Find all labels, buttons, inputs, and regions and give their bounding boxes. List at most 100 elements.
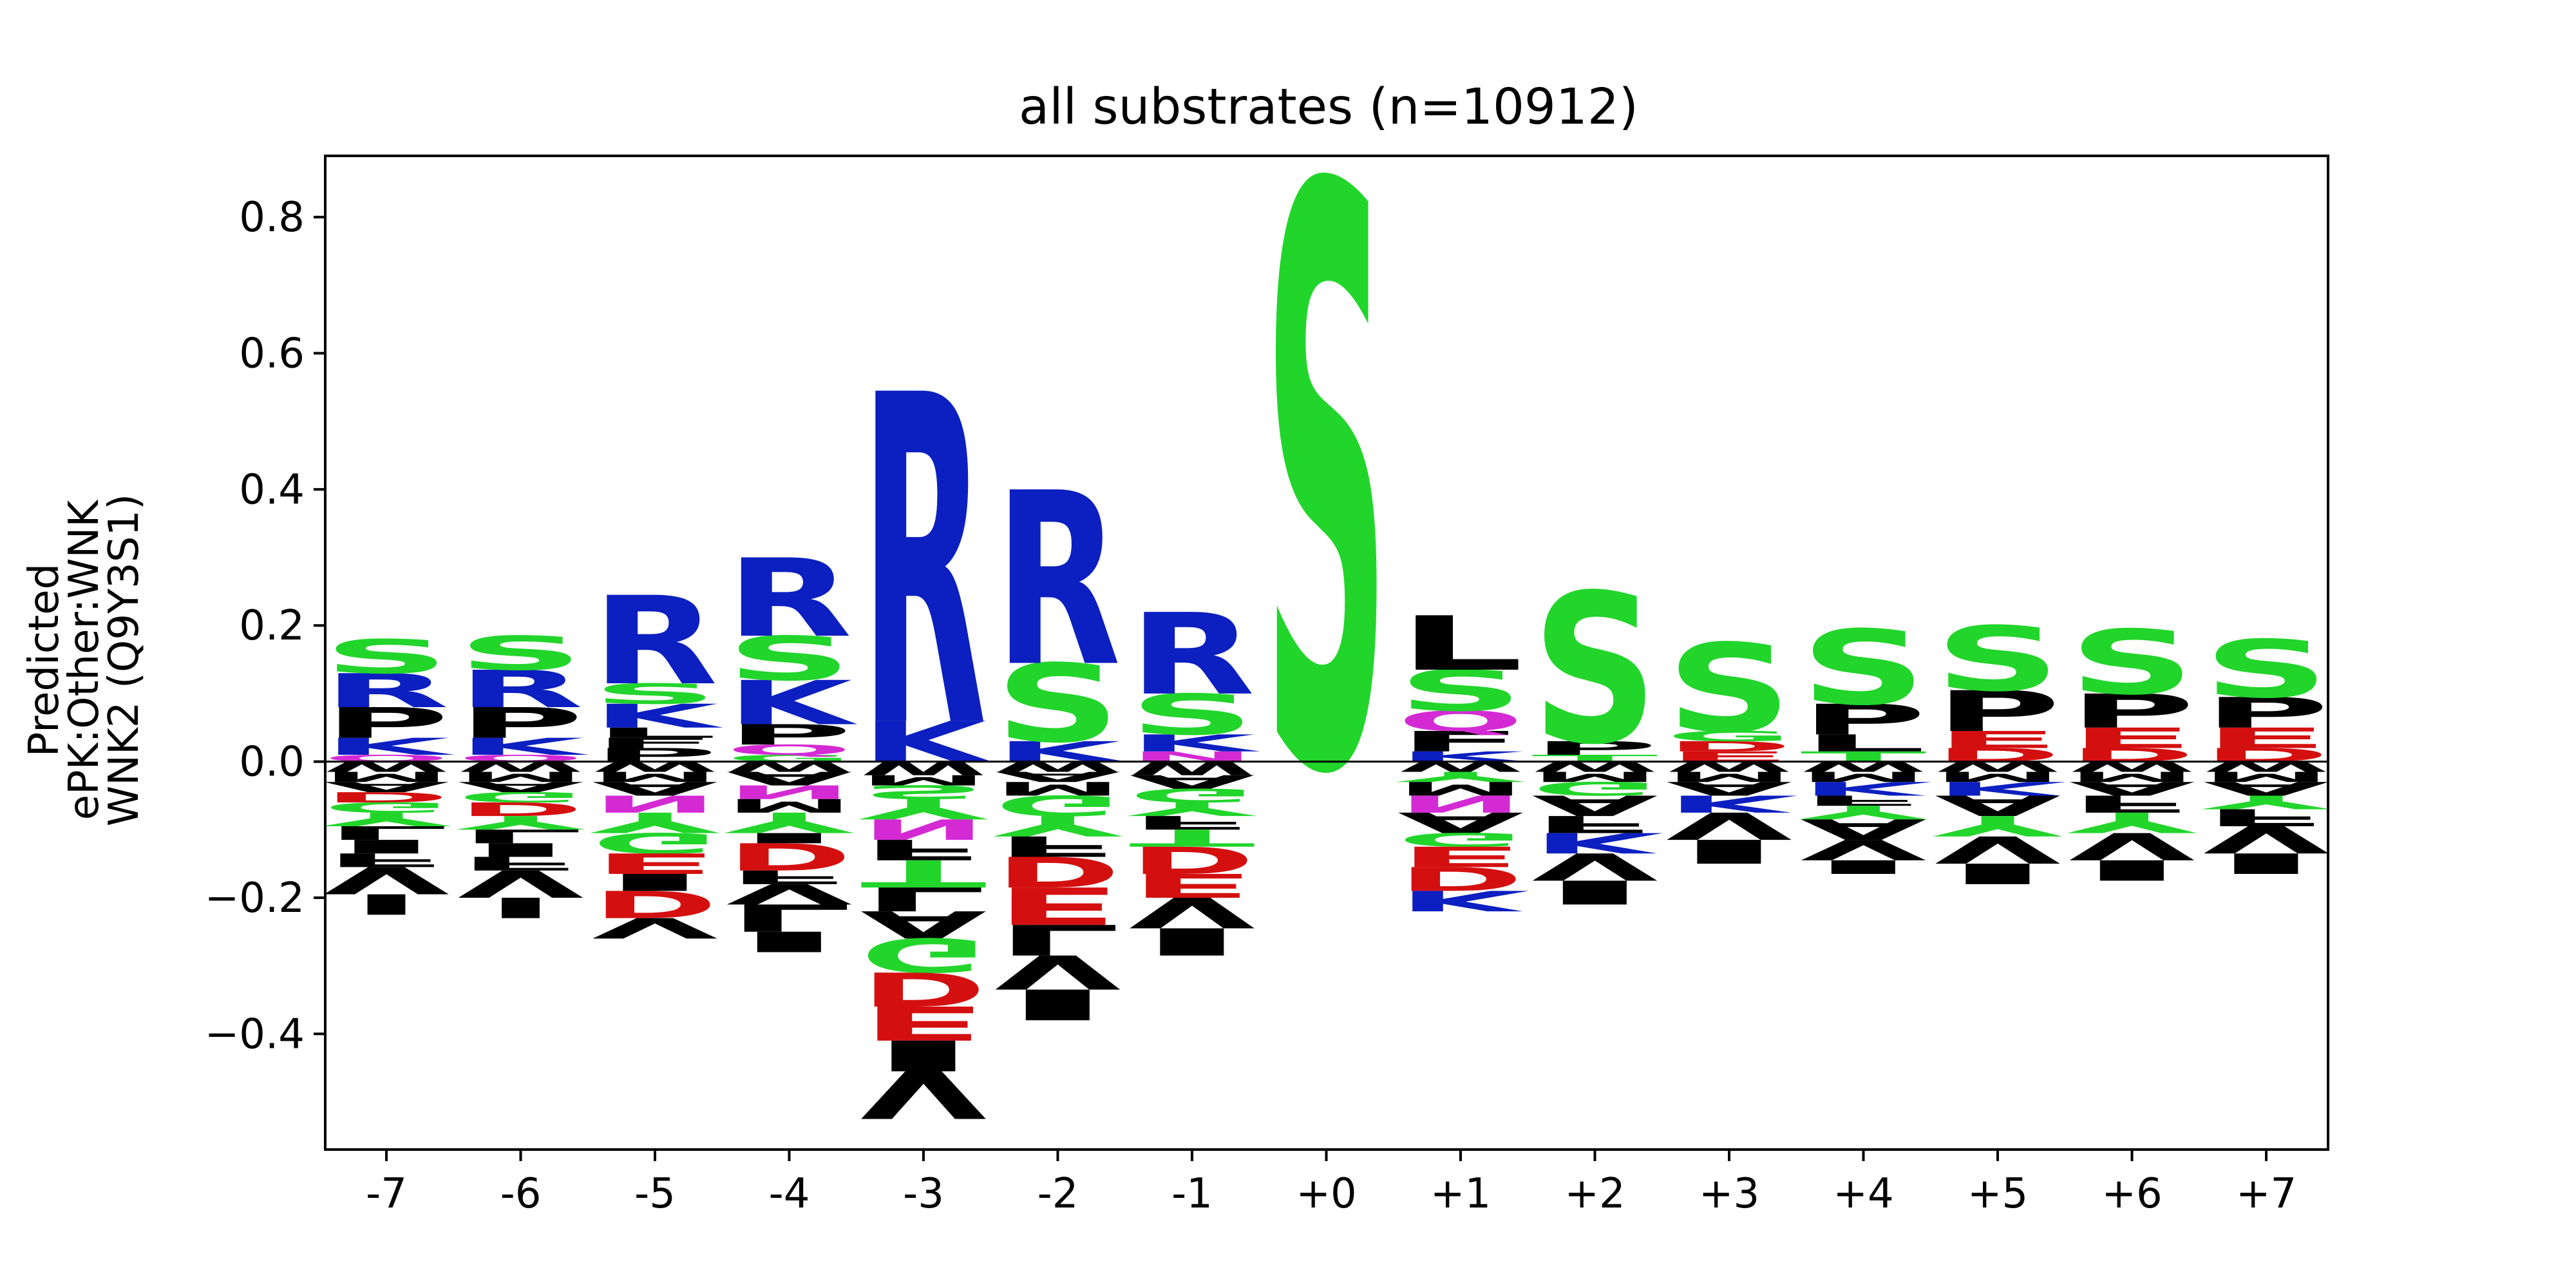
logo-letter-s: S [1129,683,1255,748]
svg-text:M: M [995,777,1121,799]
svg-text:R: R [458,659,584,719]
logo-letter-s: S [1264,26,1390,949]
svg-text:E: E [2203,722,2329,754]
svg-text:F: F [995,829,1121,862]
svg-text:F: F [2203,804,2329,831]
svg-text:I: I [592,868,718,895]
svg-text:Y: Y [590,806,720,839]
logo-letter-f: F [1129,811,1255,833]
y-tick-label: 0.2 [239,602,305,650]
logo-letter-v: V [2069,824,2195,867]
svg-text:P: P [2069,685,2195,739]
svg-text:M: M [2069,768,2195,784]
logo-letter-y: Y [1933,810,2063,842]
logo-letter-p: P [458,699,584,748]
logo-letter-k: K [1801,777,1932,799]
svg-text:R: R [1129,590,1255,720]
y-tick-label: 0.4 [239,466,305,514]
svg-text:A: A [592,777,718,799]
logo-letter-f: F [323,849,450,871]
svg-text:F: F [1532,810,1658,837]
svg-text:Y: Y [2201,791,2331,813]
logo-letter-s: S [1666,619,1792,760]
logo-letter-f: F [995,829,1121,862]
svg-text:I: I [860,1030,987,1079]
logo-letter-a: A [1935,789,2061,822]
y-tick-label: 0.0 [239,739,305,786]
logo-letter-v: V [1935,828,2061,871]
logo-letter-l: L [1397,600,1524,687]
logo-letter-a: A [1666,777,1792,799]
svg-text:F: F [458,853,584,875]
logo-letter-r: R [458,659,584,719]
svg-text:F: F [726,866,853,888]
logo-letter-d: D [592,882,718,926]
svg-text:E: E [592,847,718,879]
logo-letter-p: P [323,699,450,748]
y-axis: −0.4 −0.2 0.0 0.2 0.4 0.6 0.8 [205,194,325,1058]
logo-letter-l: L [592,725,718,741]
logo-letter-v: V [458,862,584,905]
svg-text:K: K [1935,777,2066,799]
svg-text:L: L [726,896,853,939]
svg-text:D: D [1666,739,1792,755]
x-tick-label: -2 [1037,1170,1079,1218]
logo-letter-g: G [592,826,718,858]
logo-letter-g: G [860,927,987,982]
svg-text:R: R [726,536,853,661]
logo-letter-i: I [726,829,853,846]
logo-letter-g: G [323,799,450,815]
logo-letter-f: F [2203,804,2329,831]
logo-letter-s: S [1935,608,2061,711]
logo-letter-i: I [1129,920,1255,963]
svg-text:M: M [458,768,584,784]
logo-letter-a: A [592,777,718,799]
logo-letter-p: P [2069,685,2195,739]
logo-letter-g: G [1666,728,1792,744]
svg-text:M: M [2203,768,2329,784]
svg-text:S: S [2203,623,2329,716]
logo-letter-s: S [323,630,450,684]
svg-text:L: L [323,822,450,844]
logo-letter-v: V [726,878,853,911]
svg-text:A: A [860,902,987,945]
logo-letter-v: V [1532,844,1658,887]
svg-text:D: D [323,789,450,805]
svg-text:M: M [860,772,987,788]
x-tick-label: +3 [1699,1170,1759,1218]
svg-text:M: M [726,795,853,817]
logo-letter-v: V [1129,887,1255,936]
logo-letter-m: M [323,768,450,784]
logo-letter-r: R [1129,590,1255,720]
svg-text:V: V [2203,817,2329,860]
svg-text:D: D [1397,859,1524,897]
x-tick-label: +7 [2236,1170,2297,1218]
svg-text:A: A [2203,777,2329,799]
svg-text:A: A [1666,777,1792,799]
svg-text:K: K [458,733,589,760]
logo-letter-r: R [860,300,987,828]
svg-text:S: S [323,630,450,684]
svg-text:V: V [1129,887,1255,936]
logo-letter-m: M [458,768,584,784]
svg-text:R: R [323,664,450,718]
logo-letter-i: I [1801,856,1927,878]
logo-letter-g: G [1397,829,1524,851]
logo-letter-i: I [2069,853,2195,886]
logo-letter-a: A [860,902,987,945]
svg-text:S: S [592,677,718,710]
svg-text:K: K [1666,790,1797,817]
logo-letter-v: V [860,1056,987,1132]
svg-text:I: I [1532,873,1658,911]
svg-text:P: P [1935,679,2061,744]
logo-letter-y: Y [2201,791,2331,813]
svg-text:E: E [995,875,1121,935]
logo-letter-a: A [323,779,450,795]
logo-letter-k: K [1532,826,1664,859]
svg-text:S: S [1935,608,2061,711]
svg-text:G: G [1397,829,1524,851]
logo-letter-m: M [1397,777,1524,799]
svg-text:D: D [1129,838,1255,882]
svg-text:S: S [1666,619,1792,760]
svg-text:L: L [458,825,584,847]
